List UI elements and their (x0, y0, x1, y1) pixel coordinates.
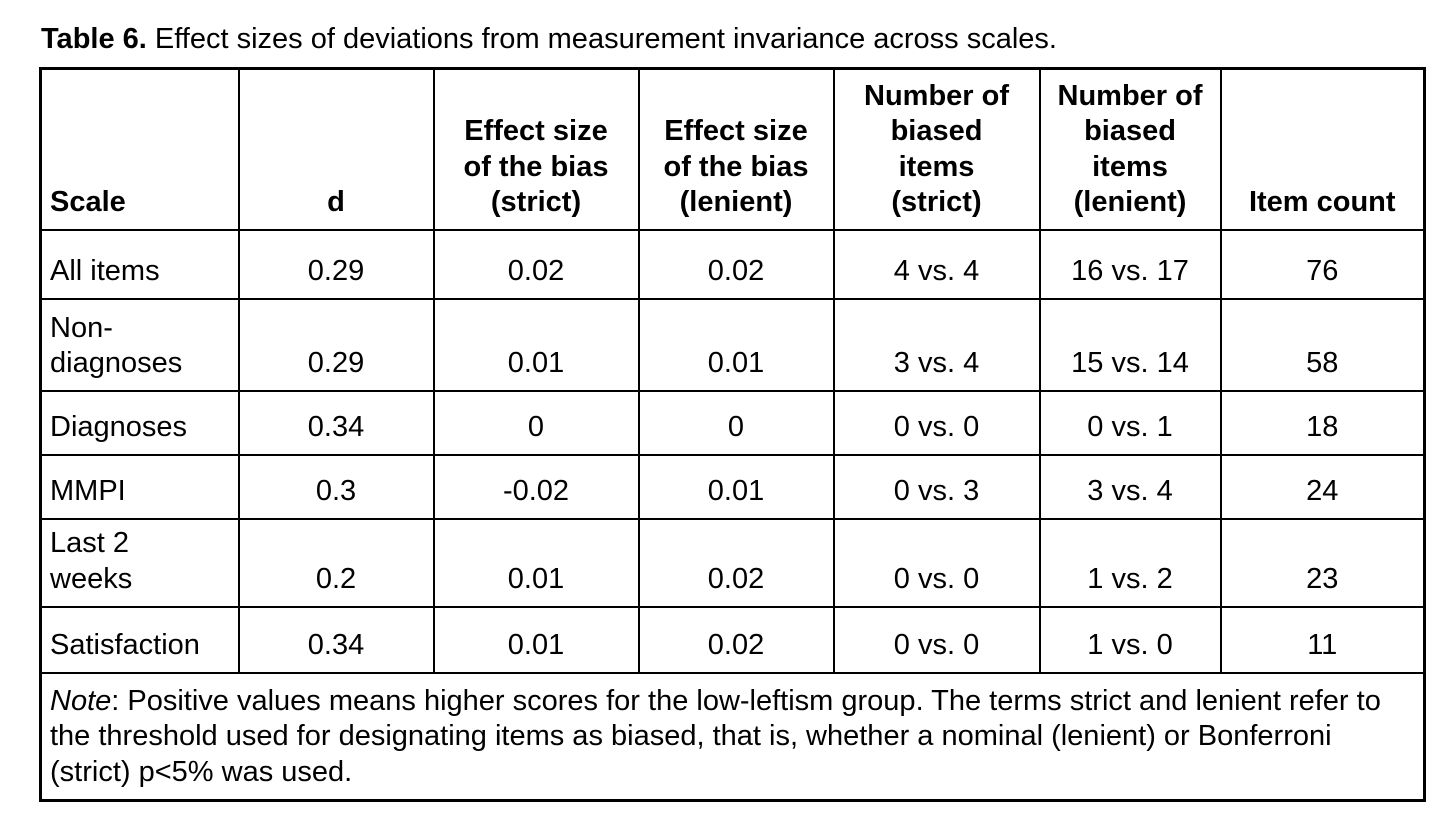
biased-items-lenient-cell: 0 vs. 1 (1038, 390, 1222, 457)
item-count-cell: 23 (1219, 518, 1426, 609)
table-note: Note: Positive values means higher score… (39, 672, 1426, 802)
effect-size-strict-cell: 0.02 (432, 229, 640, 301)
column-header-biased-items-lenient: Number of biased items (lenient) (1038, 67, 1222, 232)
scale-cell: Non- diagnoses (39, 298, 240, 393)
biased-items-strict-cell: 0 vs. 0 (832, 518, 1041, 609)
item-count-cell: 11 (1219, 606, 1426, 675)
biased-items-strict-cell: 3 vs. 4 (832, 298, 1041, 393)
effect-size-strict-cell: -0.02 (432, 454, 640, 521)
note-row: Note: Positive values means higher score… (39, 672, 1426, 802)
effect-size-strict-cell: 0 (432, 390, 640, 457)
table-row: Satisfaction 0.34 0.01 0.02 0 vs. 0 1 vs… (39, 606, 1426, 675)
effect-size-lenient-cell: 0.01 (637, 298, 835, 393)
effect-size-lenient-cell: 0.02 (637, 229, 835, 301)
biased-items-strict-cell: 0 vs. 3 (832, 454, 1041, 521)
d-cell: 0.2 (237, 518, 435, 609)
d-cell: 0.29 (237, 229, 435, 301)
effect-size-strict-cell: 0.01 (432, 606, 640, 675)
biased-items-lenient-cell: 15 vs. 14 (1038, 298, 1222, 393)
column-header-biased-items-strict: Number of biased items (strict) (832, 67, 1041, 232)
scale-cell: Satisfaction (39, 606, 240, 675)
note-text: : Positive values means higher scores fo… (50, 684, 1381, 788)
column-header-d: d (237, 67, 435, 232)
scale-cell: All items (39, 229, 240, 301)
effect-size-lenient-cell: 0 (637, 390, 835, 457)
header-row: Scale d Effect size of the bias (strict)… (39, 67, 1426, 232)
item-count-cell: 58 (1219, 298, 1426, 393)
table-caption-label: Table 6. (41, 23, 147, 55)
item-count-cell: 76 (1219, 229, 1426, 301)
scale-cell: Last 2 weeks (39, 518, 240, 609)
scale-cell: Diagnoses (39, 390, 240, 457)
effect-size-lenient-cell: 0.02 (637, 518, 835, 609)
table-row: Diagnoses 0.34 0 0 0 vs. 0 0 vs. 1 18 (39, 390, 1426, 457)
biased-items-strict-cell: 4 vs. 4 (832, 229, 1041, 301)
d-cell: 0.3 (237, 454, 435, 521)
item-count-cell: 18 (1219, 390, 1426, 457)
biased-items-lenient-cell: 1 vs. 0 (1038, 606, 1222, 675)
table-caption-text: Effect sizes of deviations from measurem… (154, 23, 1057, 55)
d-cell: 0.34 (237, 390, 435, 457)
biased-items-lenient-cell: 3 vs. 4 (1038, 454, 1222, 521)
biased-items-lenient-cell: 16 vs. 17 (1038, 229, 1222, 301)
effect-size-lenient-cell: 0.01 (637, 454, 835, 521)
column-header-item-count: Item count (1219, 67, 1426, 232)
effect-size-strict-cell: 0.01 (432, 518, 640, 609)
table-row: All items 0.29 0.02 0.02 4 vs. 4 16 vs. … (39, 229, 1426, 301)
column-header-scale: Scale (39, 67, 240, 232)
table-row: Last 2 weeks 0.2 0.01 0.02 0 vs. 0 1 vs.… (39, 518, 1426, 609)
d-cell: 0.29 (237, 298, 435, 393)
column-header-effect-size-strict: Effect size of the bias (strict) (432, 67, 640, 232)
biased-items-lenient-cell: 1 vs. 2 (1038, 518, 1222, 609)
effect-size-strict-cell: 0.01 (432, 298, 640, 393)
table-caption: Table 6. Effect sizes of deviations from… (41, 22, 1456, 57)
effect-sizes-table: Scale d Effect size of the bias (strict)… (39, 66, 1426, 803)
table-row: MMPI 0.3 -0.02 0.01 0 vs. 3 3 vs. 4 24 (39, 454, 1426, 521)
d-cell: 0.34 (237, 606, 435, 675)
biased-items-strict-cell: 0 vs. 0 (832, 606, 1041, 675)
table-row: Non- diagnoses 0.29 0.01 0.01 3 vs. 4 15… (39, 298, 1426, 393)
column-header-effect-size-lenient: Effect size of the bias (lenient) (637, 67, 835, 232)
biased-items-strict-cell: 0 vs. 0 (832, 390, 1041, 457)
item-count-cell: 24 (1219, 454, 1426, 521)
scale-cell: MMPI (39, 454, 240, 521)
effect-size-lenient-cell: 0.02 (637, 606, 835, 675)
note-label: Note (50, 684, 112, 717)
